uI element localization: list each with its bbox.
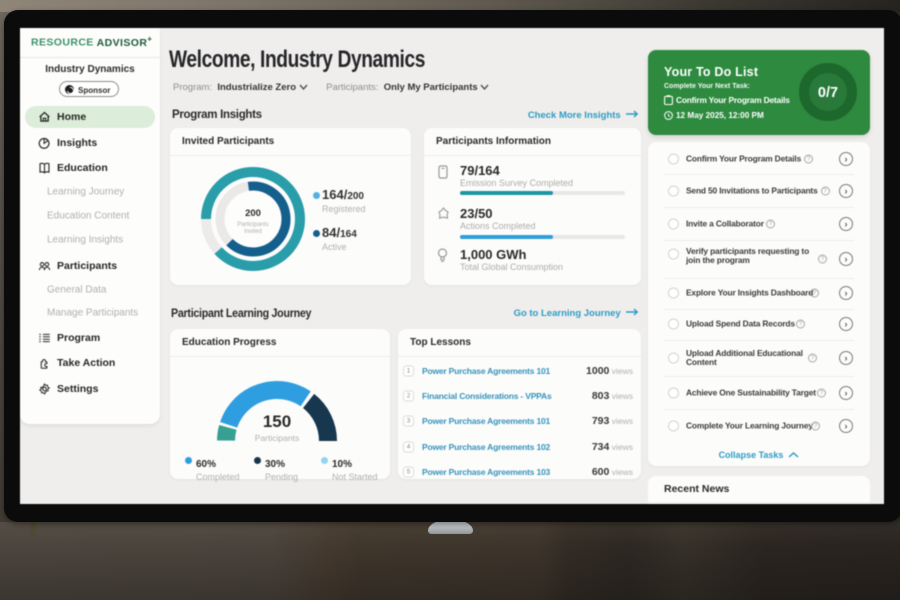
svg-text:Participants: Participants	[237, 222, 268, 228]
svg-text:Participants: Participants	[255, 433, 299, 443]
svg-text:200: 200	[245, 208, 261, 219]
svg-text:0/7: 0/7	[818, 85, 838, 101]
svg-text:Invited: Invited	[244, 229, 262, 235]
svg-text:150: 150	[263, 412, 291, 431]
